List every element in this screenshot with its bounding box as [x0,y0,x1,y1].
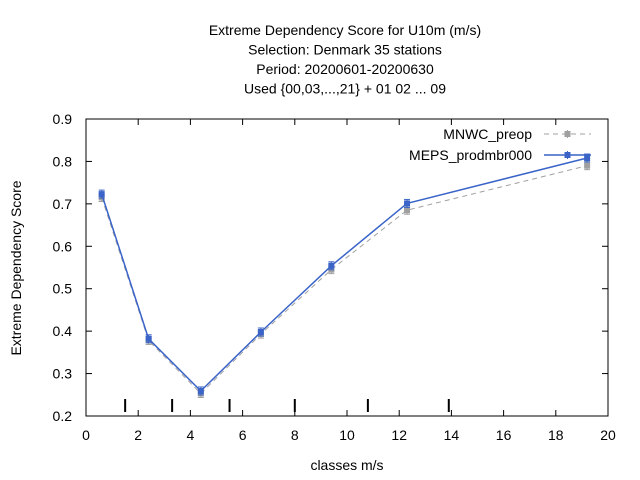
y-tick-label: 0.7 [53,196,73,212]
series-line-MNWC_preop [101,165,588,395]
x-tick-label: 16 [496,427,512,443]
chart-title: Extreme Dependency Score for U10m (m/s) S… [209,22,481,97]
y-tick-label: 0.5 [53,281,73,297]
x-tick-label: 8 [291,427,299,443]
data-point [404,207,411,214]
x-tick-label: 10 [339,427,355,443]
series-group [98,153,591,399]
x-tick-label: 4 [187,427,195,443]
y-axis: 0.2 0.3 0.4 0.5 0.6 0.7 0.8 0.9 [53,111,608,424]
title-line: Selection: Denmark 35 stations [248,42,442,58]
plot-frame [85,118,609,417]
x-tick-label: 20 [600,427,616,443]
data-point [98,191,105,198]
x-tick-label: 6 [239,427,247,443]
data-point [584,155,591,162]
data-point [197,387,204,394]
x-axis: 0 2 4 6 8 10 12 14 16 18 20 [82,119,616,443]
y-tick-label: 0.2 [53,408,73,424]
y-tick-label: 0.3 [53,366,73,382]
data-point [328,262,335,269]
data-point [404,200,411,207]
y-tick-label: 0.8 [53,153,73,169]
data-point [257,328,264,335]
y-axis-label: Extreme Dependency Score [8,180,24,355]
legend-label: MNWC_preop [443,126,532,142]
title-line: Used {00,03,...,21} + 01 02 ... 09 [244,81,446,97]
y-tick-label: 0.6 [53,238,73,254]
class-markers [124,399,450,412]
series-line-MEPS_prodmbr000 [100,157,588,393]
legend: MNWC_preop MEPS_prodmbr000 [409,126,591,163]
x-tick-label: 14 [444,427,460,443]
x-axis-label: classes m/s [310,457,383,473]
y-tick-label: 0.4 [53,323,73,339]
x-tick-label: 0 [82,427,90,443]
title-line: Period: 20200601-20200630 [256,61,434,77]
title-line: Extreme Dependency Score for U10m (m/s) [209,22,481,38]
x-tick-label: 12 [391,427,407,443]
data-point [145,335,152,342]
y-tick-label: 0.9 [53,111,73,127]
legend-label: MEPS_prodmbr000 [409,147,532,163]
x-tick-label: 2 [134,427,142,443]
data-point [584,162,591,169]
x-tick-label: 18 [548,427,564,443]
